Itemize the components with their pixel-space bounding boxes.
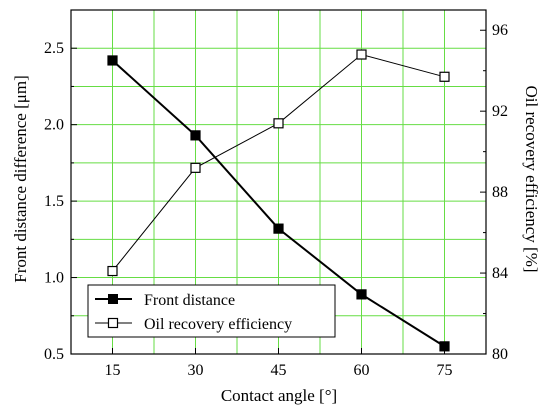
- y-left-tick-label: 2.5: [44, 40, 64, 57]
- data-point-oil-recovery: [273, 118, 284, 129]
- legend-marker-oil-recovery: [107, 317, 119, 329]
- data-point-oil-recovery: [439, 71, 450, 82]
- legend-label-front-distance: Front distance: [144, 292, 235, 309]
- y-left-tick-label: 2.0: [44, 117, 64, 134]
- x-tick-label: 45: [271, 362, 287, 379]
- x-tick-label: 75: [437, 362, 453, 379]
- x-tick-label: 30: [188, 362, 204, 379]
- legend-box: [87, 284, 336, 338]
- y-left-tick-label: 1.0: [44, 270, 64, 287]
- data-point-oil-recovery: [107, 265, 118, 277]
- legend: Front distance Oil recovery efficiency: [87, 284, 336, 338]
- axes: 15 30 45 60 75 0.5 1.0 1.5 2.0 2.5 80 84 88 92 96: [44, 9, 508, 379]
- data-point-front-distance: [107, 55, 118, 66]
- x-tick-label: 15: [105, 362, 121, 379]
- y-right-tick-label: 88: [492, 184, 508, 201]
- series: [107, 49, 450, 352]
- data-point-front-distance: [273, 223, 284, 234]
- data-point-front-distance: [356, 289, 367, 300]
- y-right-tick-label: 80: [492, 346, 508, 363]
- y-right-tick-label: 84: [492, 265, 508, 282]
- y-right-tick-label: 96: [492, 22, 508, 39]
- y-axis-left-title: Front distance difference [μm]: [11, 75, 30, 283]
- legend-marker-front-distance: [108, 294, 118, 304]
- x-tick-label: 60: [354, 362, 370, 379]
- y-right-tick-label: 92: [492, 103, 508, 120]
- y-axis-right-title: Oil recovery efficiency [%]: [522, 85, 541, 272]
- data-point-oil-recovery: [190, 162, 201, 173]
- data-point-front-distance: [190, 130, 201, 141]
- y-left-tick-label: 1.5: [44, 193, 64, 210]
- y-left-tick-label: 0.5: [44, 346, 64, 363]
- x-axis-title: Contact angle [°]: [221, 386, 337, 405]
- legend-label-oil-recovery: Oil recovery efficiency: [144, 316, 292, 333]
- data-point-front-distance: [439, 341, 450, 352]
- data-point-oil-recovery: [356, 49, 367, 60]
